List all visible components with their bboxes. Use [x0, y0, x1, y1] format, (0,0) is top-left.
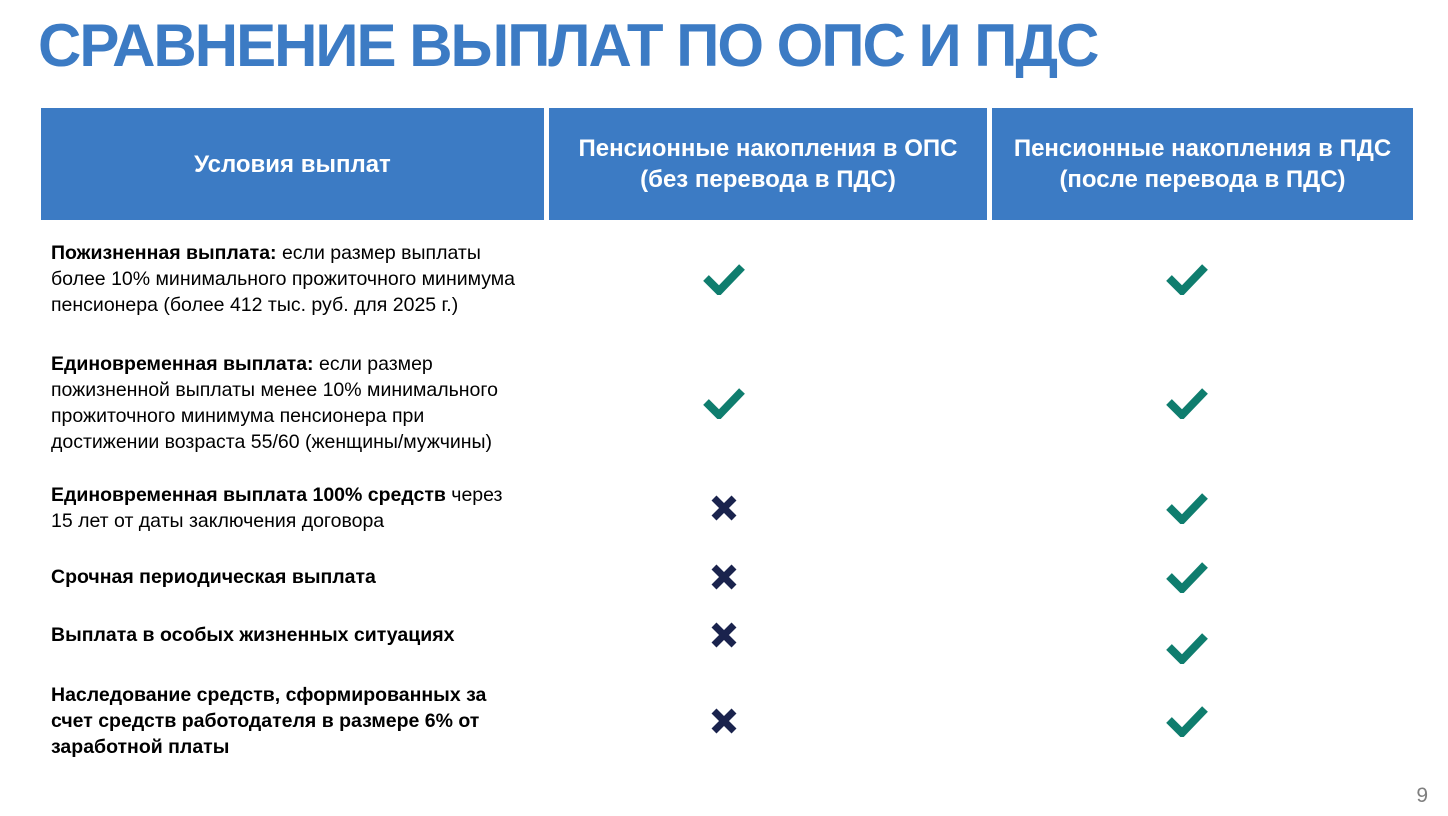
column-header-ops: Пенсионные накопления в ОПС (без перевод… — [549, 108, 987, 220]
pds-mark-cell — [992, 468, 1413, 548]
check-icon — [1165, 705, 1208, 737]
ops-mark-cell — [549, 548, 987, 606]
check-icon — [703, 388, 745, 419]
ops-mark-cell — [549, 606, 987, 663]
table-row: Срочная периодическая выплата — [41, 548, 1413, 606]
pds-mark-cell — [992, 548, 1413, 606]
cross-icon — [711, 622, 737, 647]
page-number: 9 — [1416, 784, 1428, 807]
pds-mark-cell — [992, 220, 1413, 338]
pds-mark-cell — [992, 338, 1413, 468]
ops-mark-cell — [549, 663, 987, 778]
pds-mark-cell — [992, 663, 1413, 778]
row-label: Срочная периодическая выплата — [41, 558, 544, 596]
column-header-pds: Пенсионные накопления в ПДС (после перев… — [992, 108, 1413, 220]
table-row: Наследование средств, сформированных за … — [41, 663, 1413, 778]
comparison-table: Условия выплат Пенсионные накопления в О… — [41, 108, 1413, 778]
cross-icon — [711, 495, 737, 521]
header-line: Пенсионные накопления в ОПС — [578, 135, 958, 162]
row-label-bold: Единовременная выплата: — [51, 353, 314, 375]
cross-icon — [711, 564, 737, 590]
row-label: Пожизненная выплата: если размер выплаты… — [41, 234, 544, 324]
table-row: Выплата в особых жизненных ситуациях — [41, 606, 1413, 664]
check-icon — [1165, 562, 1208, 593]
check-icon — [703, 264, 745, 295]
header-line: (после перевода в ПДС) — [1059, 166, 1346, 193]
pds-mark-cell — [992, 606, 1413, 664]
check-icon — [1165, 388, 1208, 419]
ops-mark-cell — [549, 468, 987, 548]
ops-mark-cell — [549, 220, 987, 338]
check-icon — [1165, 264, 1208, 295]
page-title: СРАВНЕНИЕ ВЫПЛАТ ПО ОПС И ПДС — [38, 12, 1099, 79]
ops-mark-cell — [549, 338, 987, 468]
row-label-bold: Единовременная выплата 100% средств — [51, 484, 446, 506]
row-label: Наследование средств, сформированных за … — [41, 676, 544, 766]
row-label-regular: через 15 лет от даты заключения договора — [51, 484, 503, 532]
cross-icon — [711, 708, 737, 733]
header-line: Условия выплат — [194, 150, 391, 178]
row-label-regular: если размер пожизненной выплаты менее 10… — [51, 353, 498, 453]
row-label-bold: Наследование средств, сформированных за … — [51, 683, 487, 758]
table-row: Единовременная выплата 100% средств чере… — [41, 468, 1413, 548]
row-label-bold: Пожизненная выплата: — [51, 242, 277, 264]
row-label: Единовременная выплата: если размер пожи… — [41, 345, 544, 461]
row-label: Единовременная выплата 100% средств чере… — [41, 476, 544, 540]
header-line: Пенсионные накопления в ПДС — [1013, 135, 1392, 162]
row-label: Выплата в особых жизненных ситуациях — [41, 616, 544, 654]
table-row: Пожизненная выплата: если размер выплаты… — [41, 220, 1413, 338]
header-line: (без перевода в ПДС) — [640, 166, 896, 193]
row-label-bold: Выплата в особых жизненных ситуациях — [51, 623, 455, 646]
table-row: Единовременная выплата: если размер пожи… — [41, 338, 1413, 468]
row-label-regular: если размер выплаты более 10% минимально… — [51, 242, 516, 316]
column-header-conditions: Условия выплат — [41, 108, 544, 220]
check-icon — [1165, 493, 1208, 524]
table-header-row: Условия выплат Пенсионные накопления в О… — [41, 108, 1413, 220]
table-body: Пожизненная выплата: если размер выплаты… — [41, 220, 1413, 778]
check-icon — [1165, 632, 1208, 664]
row-label-bold: Срочная периодическая выплата — [51, 566, 376, 588]
